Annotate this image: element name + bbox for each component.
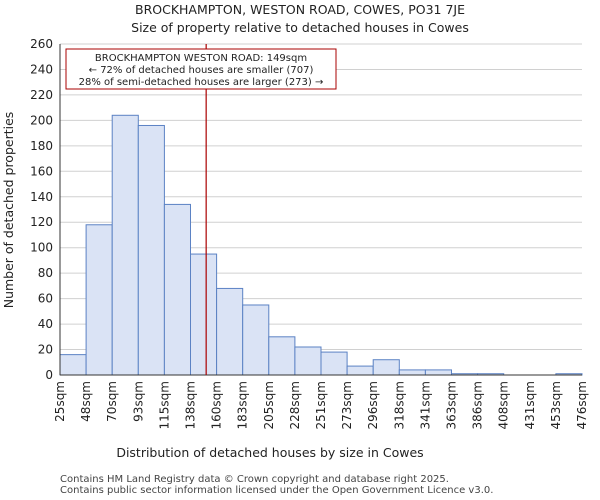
annotation-box: BROCKHAMPTON WESTON ROAD: 149sqm ← 72% o… [65, 48, 337, 90]
bar [85, 224, 113, 376]
y-tick-labels: 0 20 40 60 80 100 120 140 160 180 200 220 240 260 [30, 37, 53, 382]
bar [320, 351, 348, 376]
y-tick-label: 120 [30, 215, 53, 229]
y-tick-label: 80 [38, 266, 53, 280]
x-tick-label: 408sqm [497, 381, 511, 429]
chart-subtitle: Size of property relative to detached ho… [131, 20, 469, 35]
x-axis-label: Distribution of detached houses by size … [116, 445, 423, 460]
bar [268, 336, 296, 376]
y-tick-label: 260 [30, 37, 53, 51]
bar [216, 287, 244, 376]
x-tick-label: 138sqm [184, 381, 198, 429]
bar [424, 369, 452, 376]
y-tick-label: 180 [30, 139, 53, 153]
x-tick-label: 341sqm [418, 381, 432, 429]
x-tick-label: 160sqm [210, 381, 224, 429]
x-tick-label: 228sqm [288, 381, 302, 429]
x-tick-label: 363sqm [445, 381, 459, 429]
y-tick-label: 20 [38, 343, 53, 357]
annotation-line-1: BROCKHAMPTON WESTON ROAD: 149sqm [95, 53, 307, 64]
y-axis-label: Number of detached properties [1, 112, 16, 309]
bar [398, 369, 426, 376]
x-tick-label: 183sqm [236, 381, 250, 429]
bar [346, 365, 374, 376]
y-tick-label: 160 [30, 164, 53, 178]
x-tick-label: 205sqm [262, 381, 276, 429]
x-tick-label: 318sqm [392, 381, 406, 429]
bar [111, 114, 139, 376]
bar [137, 124, 165, 376]
annotation-line-2: ← 72% of detached houses are smaller (70… [89, 65, 314, 76]
bar [59, 354, 87, 376]
y-tick-label: 240 [30, 62, 53, 76]
histogram-chart: BROCKHAMPTON, WESTON ROAD, COWES, PO31 7… [1, 2, 589, 460]
x-tick-label: 273sqm [340, 381, 354, 429]
bar [294, 346, 322, 376]
y-tick-label: 0 [45, 368, 53, 382]
x-tick-label: 476sqm [575, 381, 589, 429]
footer-line-1: Contains HM Land Registry data © Crown c… [60, 474, 449, 485]
x-tick-label: 93sqm [131, 381, 145, 422]
chart-title: BROCKHAMPTON, WESTON ROAD, COWES, PO31 7… [135, 2, 465, 17]
annotation-border [65, 48, 337, 90]
annotation-line-3: 28% of semi-detached houses are larger (… [79, 77, 324, 88]
x-tick-labels: 25sqm 48sqm 70sqm 93sqm 115sqm 138sqm 160sqm 18… [53, 381, 589, 429]
bar [190, 253, 218, 376]
x-tick-label: 70sqm [105, 381, 119, 422]
bar [163, 203, 191, 376]
footer-line-2: Contains public sector information licen… [60, 485, 494, 496]
axes [59, 44, 582, 376]
x-tick-label: 296sqm [366, 381, 380, 429]
y-tick-label: 60 [38, 292, 53, 306]
bars [59, 114, 583, 376]
x-tick-label: 48sqm [79, 381, 93, 422]
bar [372, 359, 400, 376]
y-tick-label: 40 [38, 317, 53, 331]
x-tick-label: 25sqm [53, 381, 67, 422]
y-tick-label: 200 [30, 113, 53, 127]
y-tick-label: 220 [30, 88, 53, 102]
x-tick-label: 251sqm [314, 381, 328, 429]
x-tick-label: 431sqm [523, 381, 537, 429]
bar [242, 304, 270, 376]
y-tick-label: 100 [30, 241, 53, 255]
x-tick-label: 386sqm [471, 381, 485, 429]
x-tick-label: 115sqm [157, 381, 171, 429]
x-tick-label: 453sqm [549, 381, 563, 429]
y-tick-label: 140 [30, 190, 53, 204]
